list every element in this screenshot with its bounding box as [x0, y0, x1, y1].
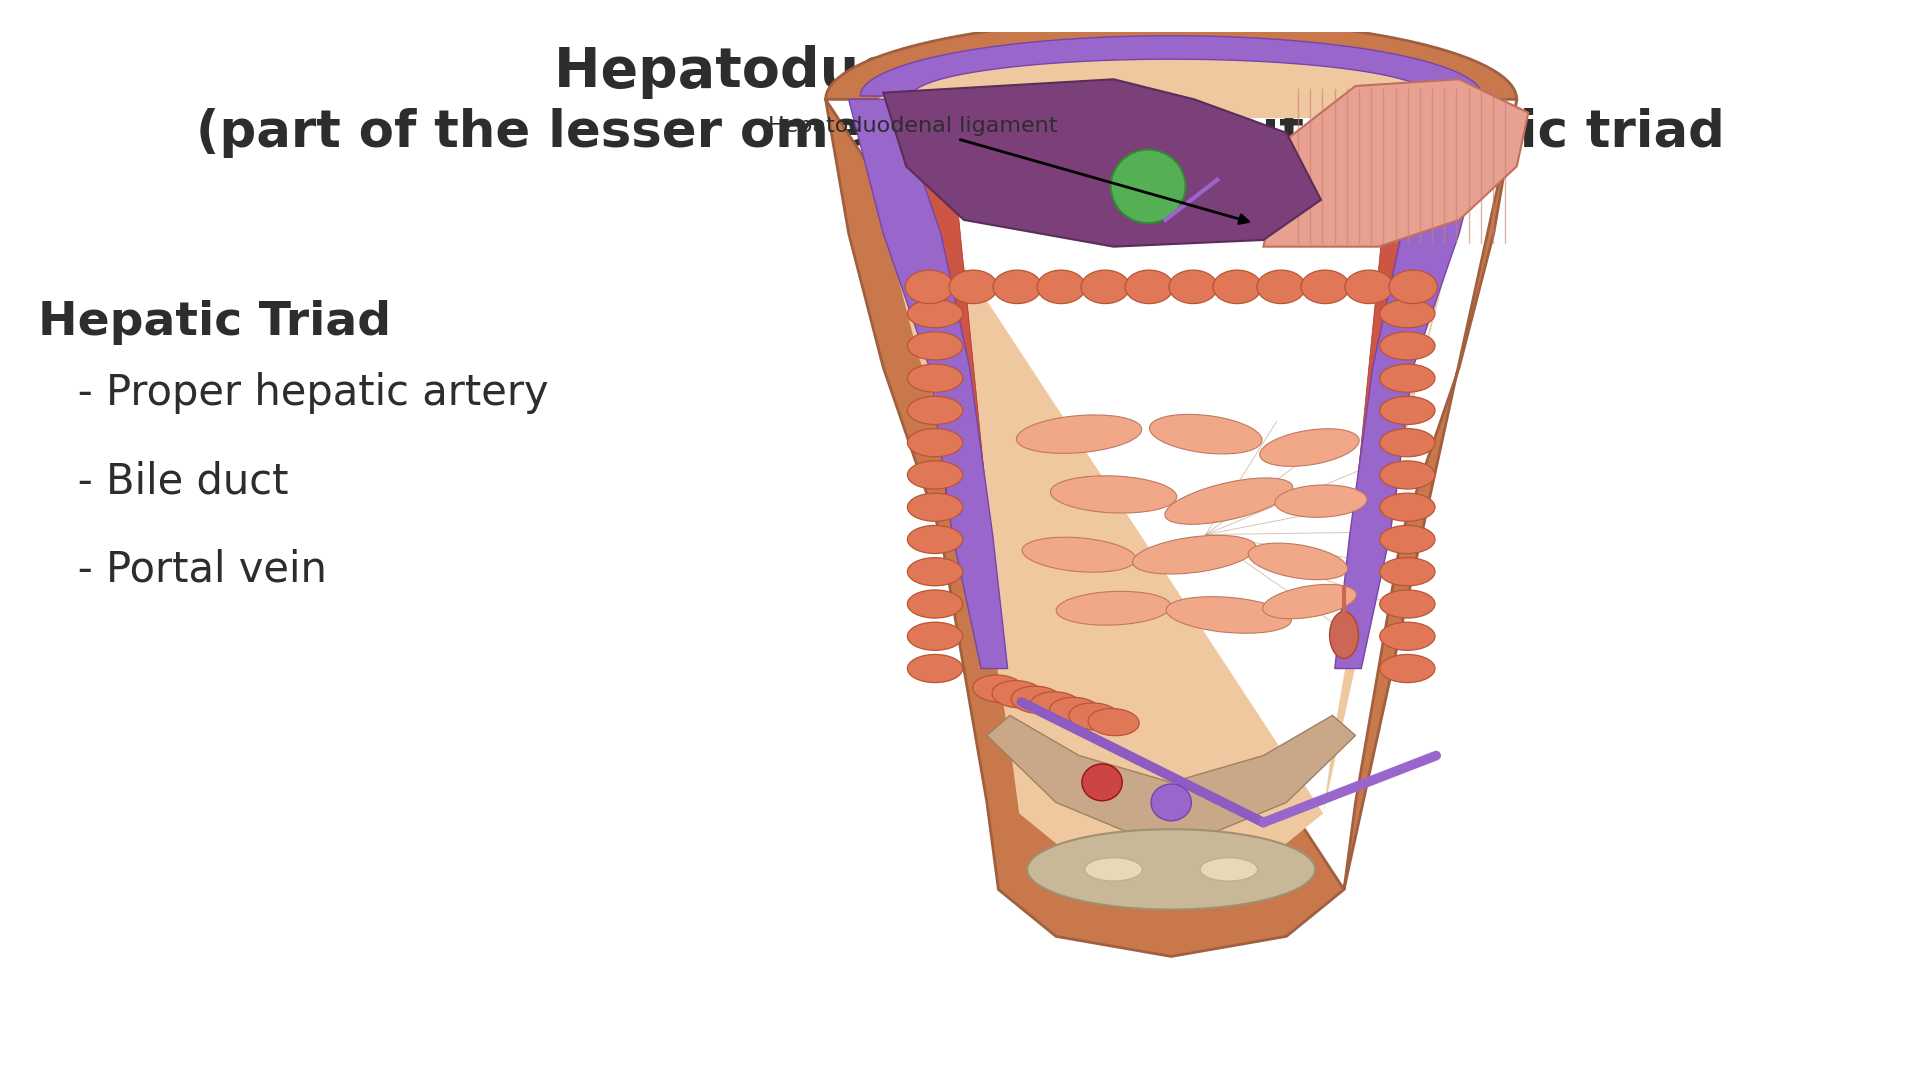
Polygon shape	[868, 48, 1475, 873]
Ellipse shape	[1380, 557, 1434, 585]
Ellipse shape	[1260, 429, 1359, 467]
Ellipse shape	[1056, 592, 1171, 625]
Polygon shape	[883, 79, 1321, 246]
Ellipse shape	[908, 429, 962, 457]
Ellipse shape	[1089, 708, 1139, 735]
Ellipse shape	[1388, 270, 1438, 303]
Ellipse shape	[1344, 270, 1394, 303]
Ellipse shape	[973, 675, 1023, 702]
Text: - Portal vein: - Portal vein	[38, 548, 326, 590]
Polygon shape	[1334, 99, 1494, 669]
Ellipse shape	[1050, 476, 1177, 513]
Polygon shape	[849, 99, 1008, 669]
Ellipse shape	[1380, 525, 1434, 554]
Ellipse shape	[1012, 686, 1062, 714]
Ellipse shape	[1085, 858, 1142, 881]
Ellipse shape	[1027, 829, 1315, 909]
Ellipse shape	[1021, 537, 1137, 572]
Text: Hepatic Triad: Hepatic Triad	[38, 300, 392, 345]
Ellipse shape	[1380, 461, 1434, 489]
Ellipse shape	[1110, 149, 1185, 224]
Ellipse shape	[1329, 611, 1357, 659]
Text: Hepatoduodenal ligament: Hepatoduodenal ligament	[553, 45, 1367, 99]
Ellipse shape	[908, 494, 962, 522]
Ellipse shape	[908, 557, 962, 585]
Ellipse shape	[1037, 270, 1085, 303]
Ellipse shape	[1380, 364, 1434, 392]
Ellipse shape	[1380, 299, 1434, 327]
Ellipse shape	[1050, 698, 1100, 725]
Ellipse shape	[1213, 270, 1261, 303]
Ellipse shape	[908, 622, 962, 650]
Polygon shape	[987, 715, 1356, 849]
Ellipse shape	[1133, 536, 1256, 573]
Ellipse shape	[1081, 270, 1129, 303]
Ellipse shape	[1248, 543, 1348, 580]
Ellipse shape	[1165, 478, 1292, 524]
Text: (part of the lesser omentum) transmits hepatic triad: (part of the lesser omentum) transmits h…	[196, 108, 1724, 158]
Ellipse shape	[908, 396, 962, 424]
Ellipse shape	[1263, 584, 1356, 619]
Ellipse shape	[993, 680, 1043, 707]
Ellipse shape	[1275, 485, 1367, 517]
Ellipse shape	[1380, 622, 1434, 650]
Ellipse shape	[1069, 703, 1119, 730]
Text: - Bile duct: - Bile duct	[38, 460, 288, 502]
Polygon shape	[1263, 79, 1528, 246]
Text: Hepatoduodenal ligament: Hepatoduodenal ligament	[768, 117, 1248, 224]
Ellipse shape	[1302, 270, 1350, 303]
Ellipse shape	[948, 270, 998, 303]
Ellipse shape	[1380, 494, 1434, 522]
Ellipse shape	[1125, 270, 1173, 303]
Polygon shape	[860, 36, 1482, 96]
Ellipse shape	[908, 525, 962, 554]
Ellipse shape	[904, 270, 954, 303]
Polygon shape	[1356, 153, 1430, 501]
Ellipse shape	[908, 332, 962, 360]
Ellipse shape	[1016, 415, 1142, 454]
Ellipse shape	[1081, 764, 1121, 800]
Ellipse shape	[1165, 596, 1292, 633]
Text: - Proper hepatic artery: - Proper hepatic artery	[38, 372, 549, 414]
Ellipse shape	[908, 461, 962, 489]
Ellipse shape	[1169, 270, 1217, 303]
Ellipse shape	[993, 270, 1041, 303]
Ellipse shape	[1150, 415, 1261, 454]
Polygon shape	[826, 19, 1517, 957]
Ellipse shape	[1380, 654, 1434, 683]
Ellipse shape	[1380, 429, 1434, 457]
Ellipse shape	[1380, 332, 1434, 360]
Ellipse shape	[908, 590, 962, 618]
Ellipse shape	[1380, 590, 1434, 618]
Ellipse shape	[1200, 858, 1258, 881]
Ellipse shape	[908, 364, 962, 392]
Ellipse shape	[908, 654, 962, 683]
Ellipse shape	[908, 299, 962, 327]
Ellipse shape	[1258, 270, 1306, 303]
Ellipse shape	[1150, 784, 1190, 821]
Ellipse shape	[1031, 692, 1081, 719]
Polygon shape	[912, 153, 987, 501]
Ellipse shape	[1380, 396, 1434, 424]
